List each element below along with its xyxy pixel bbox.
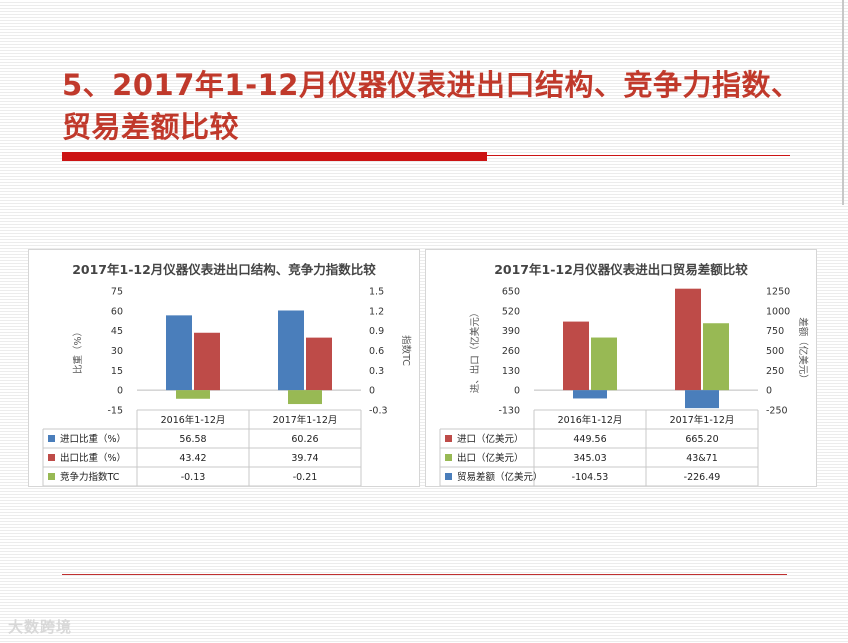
slide-edge-line: [842, 0, 844, 205]
data-value-label: -104.53: [572, 472, 609, 483]
chart-balance-svg: 650 520 390 260 130 0 -130 1250 1000 750 500 250 0 -2…: [439, 287, 809, 486]
legend-label: 竞争力指数TC: [60, 471, 120, 483]
legend-swatch: [445, 435, 452, 442]
bar-primary: [563, 321, 589, 391]
data-value-label: 43.42: [179, 453, 206, 464]
y2-axis-tick-label: -0.3: [369, 406, 388, 417]
y2-axis-tick-label: 0: [766, 386, 772, 397]
bar-secondary: [591, 337, 617, 391]
bar-secondary: [306, 337, 332, 391]
y2-axis-tick-label: 1.5: [369, 287, 384, 298]
y-axis-tick-label: 0: [117, 386, 123, 397]
y-axis-tick-label: 650: [502, 287, 520, 298]
footer-rule: [62, 574, 787, 575]
y-axis-tick-label: 60: [111, 306, 123, 317]
data-value-label: 43&71: [686, 453, 718, 464]
y2-axis-tick-label: 0.9: [369, 326, 384, 337]
chart-structure-svg: 75 60 45 30 15 0 -15 1.5 1.2 0.9 0.6 0.3 0 -0.3 比重（%） 指…: [42, 287, 412, 486]
data-value-label: 56.58: [179, 434, 206, 445]
y-axis-title: 比重（%）: [72, 327, 84, 374]
chart-title: 2017年1-12月仪器仪表进出口贸易差额比较: [494, 262, 748, 277]
y-axis-tick-label: -15: [107, 406, 123, 417]
data-value-label: 665.20: [685, 434, 718, 445]
chart-panel-structure: 2017年1-12月仪器仪表进出口结构、竞争力指数比较 75 60 45 30 15 0 -…: [28, 249, 420, 487]
title-underline-thick: [62, 152, 487, 161]
legend-swatch: [445, 473, 452, 480]
y2-axis-title: 差额（亿美元）: [797, 317, 809, 384]
category-label: 2016年1-12月: [161, 414, 226, 426]
bar-tertiary: [288, 390, 322, 405]
bar-tertiary: [176, 390, 210, 399]
title-underline-thin: [487, 155, 790, 156]
data-value-label: -0.13: [181, 472, 206, 483]
data-value-label: 39.74: [291, 453, 318, 464]
y2-axis-tick-label: 0.3: [369, 366, 384, 377]
bar-primary: [675, 288, 701, 391]
legend-swatch: [48, 473, 55, 480]
legend-label: 出口（亿美元）: [457, 452, 524, 464]
legend-label: 出口比重（%）: [60, 452, 126, 464]
legend-label: 进口（亿美元）: [457, 433, 524, 445]
y2-axis-tick-label: 1.2: [369, 306, 384, 317]
legend-label: 贸易差额（亿美元）: [457, 471, 543, 483]
y-axis-tick-label: 390: [502, 326, 520, 337]
y-axis-tick-label: 0: [514, 386, 520, 397]
y-axis-tick-label: 260: [502, 346, 520, 357]
chart-panel-balance: 2017年1-12月仪器仪表进出口贸易差额比较 650 520 390 260 130 0…: [425, 249, 817, 487]
y2-axis-title: 指数TC: [400, 335, 412, 366]
y-axis-tick-label: 45: [111, 326, 123, 337]
y-axis-tick-label: 130: [502, 366, 520, 377]
legend-swatch: [48, 435, 55, 442]
data-value-label: 449.56: [573, 434, 606, 445]
legend-label: 进口比重（%）: [60, 433, 126, 445]
y2-axis-tick-label: 0.6: [369, 346, 384, 357]
y-axis-tick-label: 520: [502, 306, 520, 317]
watermark-text: 大数跨境: [8, 618, 73, 636]
y-axis-tick-label: 15: [111, 366, 123, 377]
y2-axis-tick-label: 0: [369, 386, 375, 397]
category-label: 2017年1-12月: [670, 414, 735, 426]
data-value-label: 345.03: [573, 453, 606, 464]
bar-primary: [166, 315, 192, 391]
data-value-label: -226.49: [684, 472, 721, 483]
y2-axis-tick-label: -250: [766, 406, 788, 417]
bar-secondary: [194, 332, 220, 391]
y2-axis-tick-label: 750: [766, 326, 784, 337]
y-axis-tick-label: 75: [111, 287, 123, 298]
y2-axis-tick-label: 1250: [766, 287, 790, 298]
bar-tertiary: [573, 390, 607, 399]
bar-primary: [278, 310, 304, 391]
y-axis-tick-label: 30: [111, 346, 123, 357]
slide-title: 5、2017年1-12月仪器仪表进出口结构、竞争力指数、贸易差额比较: [62, 68, 801, 144]
data-value-label: -0.21: [293, 472, 318, 483]
y2-axis-tick-label: 500: [766, 346, 784, 357]
y2-axis-tick-label: 250: [766, 366, 784, 377]
legend-swatch: [445, 454, 452, 461]
y-axis-tick-label: -130: [498, 406, 520, 417]
legend-swatch: [48, 454, 55, 461]
bar-secondary: [703, 323, 729, 391]
category-label: 2016年1-12月: [558, 414, 623, 426]
category-label: 2017年1-12月: [273, 414, 338, 426]
y2-axis-tick-label: 1000: [766, 306, 790, 317]
y-axis-title: 进、出口（亿美元）: [469, 308, 481, 394]
data-value-label: 60.26: [291, 434, 318, 445]
chart-title: 2017年1-12月仪器仪表进出口结构、竞争力指数比较: [72, 262, 376, 277]
bar-tertiary: [685, 390, 719, 409]
